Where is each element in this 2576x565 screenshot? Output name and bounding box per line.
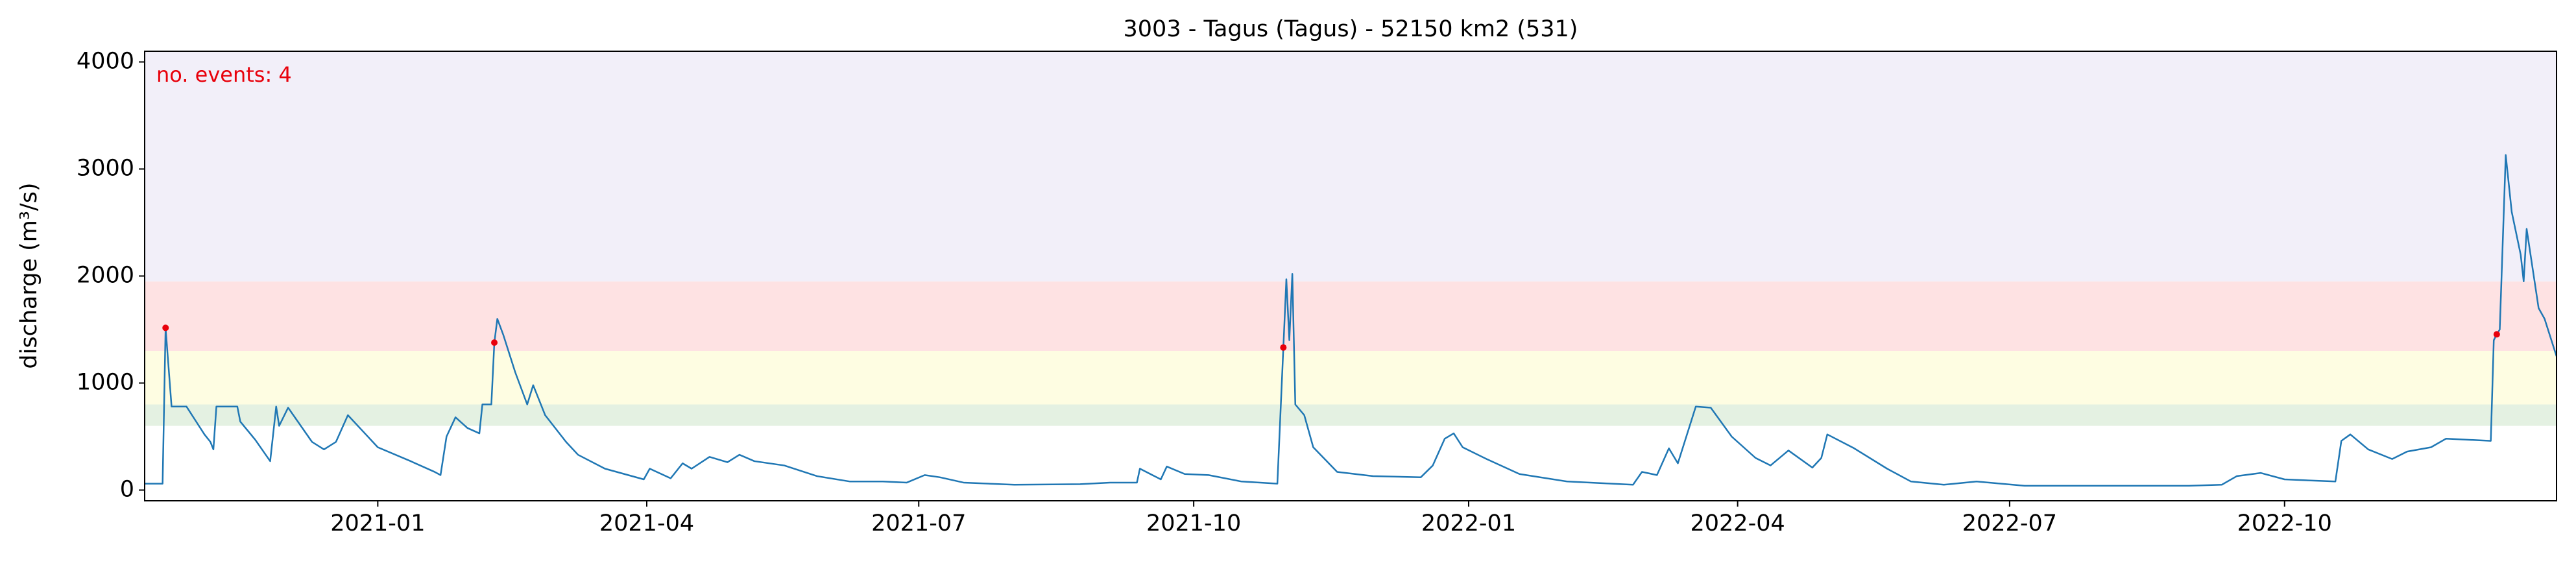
chart-title: 3003 - Tagus (Tagus) - 52150 km2 (531) xyxy=(1124,16,1578,42)
y-tick-label: 1000 xyxy=(77,370,134,396)
x-tick-label: 2022-10 xyxy=(2237,511,2332,536)
event-point xyxy=(491,339,498,346)
threshold-band xyxy=(145,351,2557,405)
y-tick-label: 0 xyxy=(120,477,134,503)
x-tick-label: 2021-07 xyxy=(871,511,966,536)
y-tick-label: 3000 xyxy=(77,156,134,182)
x-tick-label: 2022-01 xyxy=(1421,511,1516,536)
plot-area xyxy=(145,51,2557,487)
x-tick-label: 2022-04 xyxy=(1691,511,1785,536)
discharge-line xyxy=(145,154,2557,487)
x-tick-label: 2022-07 xyxy=(1962,511,2057,536)
y-tick-label: 4000 xyxy=(77,49,134,75)
x-tick-label: 2021-04 xyxy=(599,511,694,536)
threshold-band xyxy=(145,404,2557,426)
threshold-band xyxy=(145,51,2557,282)
axes-frame xyxy=(144,51,2557,501)
event-count: no. events: 4 xyxy=(156,62,292,87)
x-tick-label: 2021-10 xyxy=(1146,511,1241,536)
event-point xyxy=(162,324,169,331)
event-point xyxy=(1280,344,1287,351)
y-tick-label: 2000 xyxy=(77,263,134,289)
threshold-band xyxy=(145,281,2557,351)
x-tick-label: 2021-01 xyxy=(330,511,425,536)
event-point xyxy=(2493,331,2500,338)
y-axis-label: discharge (m³/s) xyxy=(16,182,42,368)
